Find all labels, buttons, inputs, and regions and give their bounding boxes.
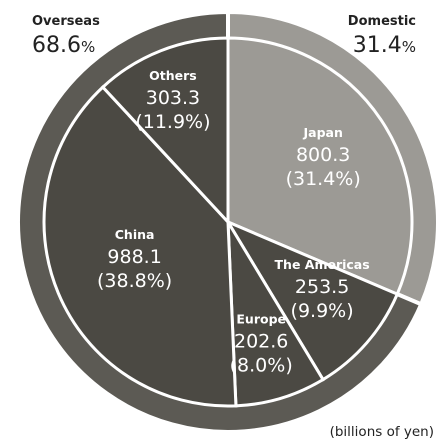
group-label-overseas: Overseas [32,14,100,29]
slice-label-others-name: Others [149,68,197,83]
slice-label-the-americas-value: 253.5 [295,276,349,298]
group-percent-overseas-sign: % [81,38,95,56]
group-percent-overseas-value: 68.6 [32,33,81,58]
slice-the-americas [224,218,400,382]
slice-others [100,36,230,226]
slice-japan [226,36,414,297]
slice-label-the-americas-name: The Americas [275,257,370,272]
slice-label-europe-name: Europe [236,311,286,326]
slice-label-europe-percent: (8.0%) [230,354,293,376]
group-percent-overseas: 68.6% [32,33,95,58]
group-percent-domestic-sign: % [402,38,416,56]
slice-label-others-percent: (11.9%) [135,111,210,133]
slice-label-others-value: 303.3 [146,87,200,109]
slice-china [42,84,238,408]
slice-label-japan-value: 800.3 [296,144,350,166]
slice-label-the-americas-percent: (9.9%) [291,300,354,322]
slice-label-japan-percent: (31.4%) [286,168,361,190]
slice-labels: Japan 800.3(31.4%) The Americas 253.5(9.9%)… [97,68,370,376]
unit-note: (billions of yen) [330,424,434,440]
group-percent-domestic-value: 31.4 [353,33,402,58]
group-percent-domestic: 31.4% [353,33,416,58]
slice-label-china-percent: (38.8%) [97,270,172,292]
slice-label-japan-name: Japan [302,125,342,140]
group-label-domestic: Domestic [348,14,416,29]
slice-europe [226,221,326,408]
pie-slices [42,36,414,408]
slice-label-china-name: China [115,227,155,242]
slice-label-europe-value: 202.6 [234,330,288,352]
slice-label-china-value: 988.1 [107,246,161,268]
